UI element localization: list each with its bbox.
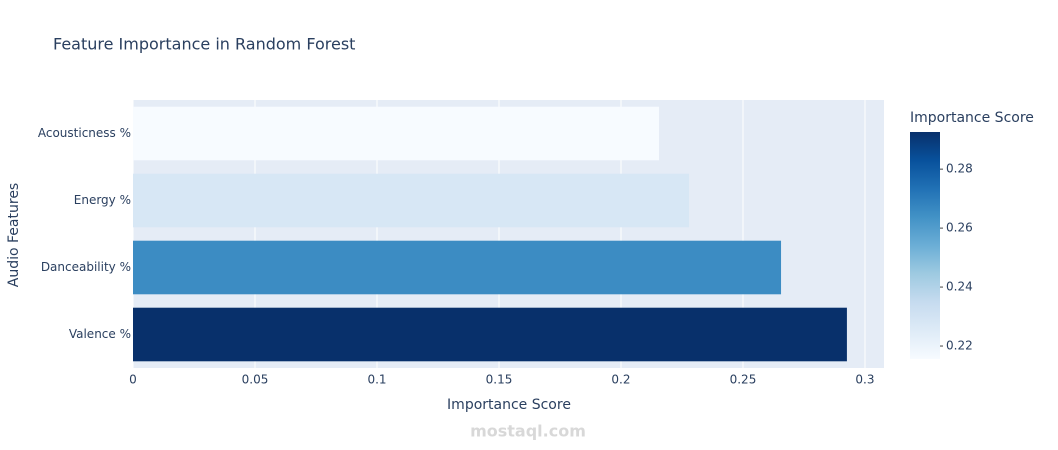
y-tick-label: Acousticness % [38,126,131,140]
x-tick-label: 0.15 [486,373,513,387]
colorbar-tick-label: 0.26 [946,221,973,235]
y-axis-title: Audio Features [6,183,22,287]
bar [133,106,660,161]
colorbar-title: Importance Score [910,110,1034,126]
y-tick-label: Danceability % [41,260,131,274]
x-tick-label: 0.25 [730,373,757,387]
colorbar [910,132,940,359]
x-tick-label: 0.2 [611,373,630,387]
chart-title: Feature Importance in Random Forest [53,35,355,54]
colorbar-tick-label: 0.22 [946,339,973,353]
bar [133,240,782,295]
watermark: mostaql.com [470,422,586,441]
x-tick-label: 0.05 [242,373,269,387]
colorbar-tick-label: 0.24 [946,280,973,294]
bar [133,307,847,362]
colorbar-tick-label: 0.28 [946,162,973,176]
x-tick-label: 0.1 [367,373,386,387]
x-tick-label: 0 [129,373,137,387]
x-tick-label: 0.3 [855,373,874,387]
y-tick-label: Valence % [69,327,131,341]
y-tick-label: Energy % [74,193,131,207]
x-axis-title: Importance Score [447,397,571,413]
bar [133,173,690,228]
